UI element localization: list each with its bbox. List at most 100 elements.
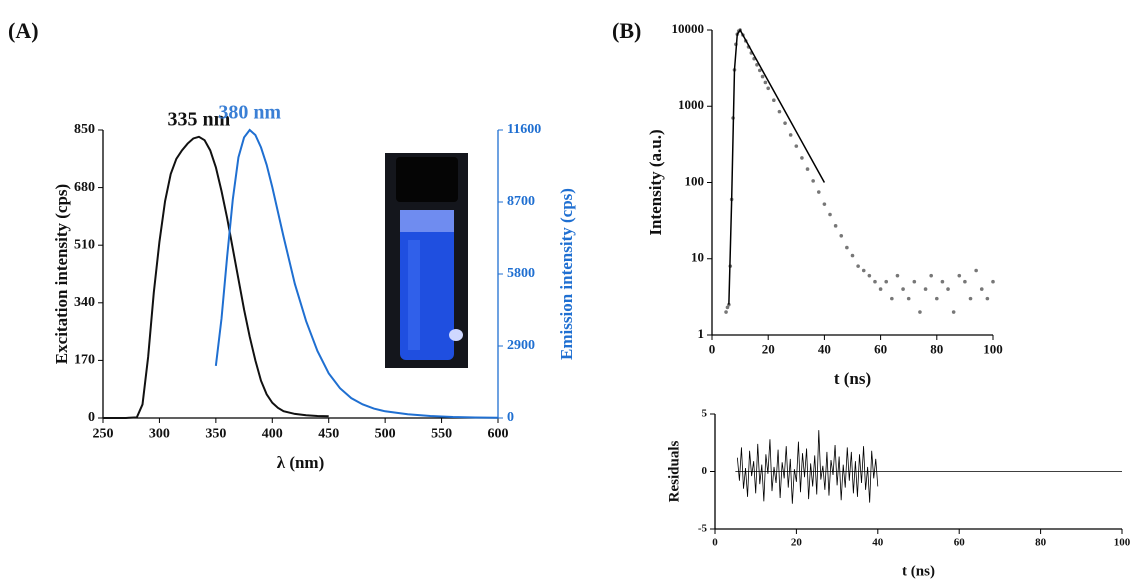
x-tick-label: 100 xyxy=(1114,536,1131,548)
data-point xyxy=(884,279,889,284)
data-point xyxy=(867,273,872,278)
data-point xyxy=(760,74,765,79)
y2-axis-title: Emission intensity (cps) xyxy=(557,188,576,360)
data-point xyxy=(946,287,950,291)
series-line xyxy=(214,128,499,419)
y-tick-label: 1 xyxy=(698,326,705,341)
x-tick-label: 250 xyxy=(93,426,114,441)
data-point xyxy=(724,310,728,314)
x-tick-label: 60 xyxy=(874,341,887,356)
panel-label: (B) xyxy=(612,18,641,43)
data-point xyxy=(878,287,883,291)
data-point xyxy=(828,212,832,217)
data-point xyxy=(725,305,730,310)
y2-tick-label: 8700 xyxy=(507,194,535,209)
data-point xyxy=(811,179,815,183)
x-tick-label: 40 xyxy=(872,536,884,548)
x-tick-label: 60 xyxy=(954,536,966,548)
annotation: 335 nm xyxy=(168,108,231,130)
data-point xyxy=(763,80,768,85)
y-tick-label: 10000 xyxy=(672,21,705,36)
data-point xyxy=(816,190,821,194)
x-axis-title: t (ns) xyxy=(902,563,935,579)
data-point xyxy=(805,167,810,171)
x-tick-label: 0 xyxy=(709,341,716,356)
data-point xyxy=(991,279,995,284)
x-tick-label: 80 xyxy=(1035,536,1047,548)
y2-tick-label: 11600 xyxy=(507,122,541,137)
data-point xyxy=(951,310,956,314)
series-line xyxy=(103,135,329,419)
data-point xyxy=(901,287,905,291)
data-point xyxy=(772,98,776,103)
data-point xyxy=(957,273,962,278)
x-tick-label: 100 xyxy=(983,341,1003,356)
y-tick-label: -5 xyxy=(698,523,708,535)
y-tick-label: 100 xyxy=(685,173,705,188)
data-point xyxy=(940,279,945,284)
data-point xyxy=(755,62,759,67)
y-tick-label: 5 xyxy=(702,408,708,420)
x-tick-label: 550 xyxy=(431,426,452,441)
x-tick-label: 350 xyxy=(205,426,226,441)
data-point xyxy=(794,144,799,148)
data-point xyxy=(923,287,928,291)
y2-tick-label: 5800 xyxy=(507,266,535,281)
data-point xyxy=(906,296,911,301)
y-tick-label: 170 xyxy=(74,353,95,368)
data-point xyxy=(777,109,782,114)
x-axis-title: λ (nm) xyxy=(277,453,325,472)
data-point xyxy=(985,296,990,301)
data-point xyxy=(833,224,838,228)
y-tick-label: 510 xyxy=(74,237,95,252)
x-tick-label: 20 xyxy=(762,341,775,356)
y-tick-label: 0 xyxy=(702,465,708,477)
data-point xyxy=(856,264,860,268)
y-tick-label: 340 xyxy=(74,295,95,310)
data-point xyxy=(968,296,973,301)
annotation: 380 nm xyxy=(218,102,281,124)
y-tick-label: 1000 xyxy=(678,97,704,112)
data-point xyxy=(895,273,900,278)
data-point xyxy=(890,296,894,301)
data-point xyxy=(929,273,933,278)
data-point xyxy=(845,245,849,250)
data-point xyxy=(800,156,804,160)
data-point xyxy=(963,279,967,284)
x-tick-label: 450 xyxy=(318,426,339,441)
y2-tick-label: 2900 xyxy=(507,338,535,353)
panel-label: (A) xyxy=(8,18,39,43)
data-point xyxy=(788,133,793,137)
data-point xyxy=(974,268,978,273)
data-point xyxy=(873,279,877,284)
x-tick-label: 80 xyxy=(930,341,943,356)
y-axis-title: Intensity (a.u.) xyxy=(646,129,665,235)
data-point xyxy=(979,287,984,291)
data-point xyxy=(850,253,855,258)
series-line xyxy=(728,28,826,305)
y-axis-title: Residuals xyxy=(666,440,682,502)
x-tick-label: 20 xyxy=(791,536,803,548)
y-tick-label: 850 xyxy=(74,122,95,137)
x-tick-label: 600 xyxy=(488,426,509,441)
series-line xyxy=(736,430,879,504)
data-point xyxy=(912,279,917,284)
data-point xyxy=(861,268,866,273)
x-tick-label: 0 xyxy=(712,536,718,548)
y2-tick-label: 0 xyxy=(507,410,514,425)
y-tick-label: 0 xyxy=(88,410,95,425)
data-point xyxy=(783,121,787,125)
vial-photo xyxy=(385,153,468,368)
y-tick-label: 680 xyxy=(74,180,95,195)
data-point xyxy=(839,233,844,238)
data-point xyxy=(935,296,939,301)
x-tick-label: 400 xyxy=(262,426,283,441)
data-point xyxy=(822,202,827,206)
data-point xyxy=(757,68,762,73)
x-tick-label: 500 xyxy=(375,426,396,441)
y-tick-label: 10 xyxy=(691,250,704,265)
data-point xyxy=(766,86,770,91)
x-tick-label: 300 xyxy=(149,426,170,441)
